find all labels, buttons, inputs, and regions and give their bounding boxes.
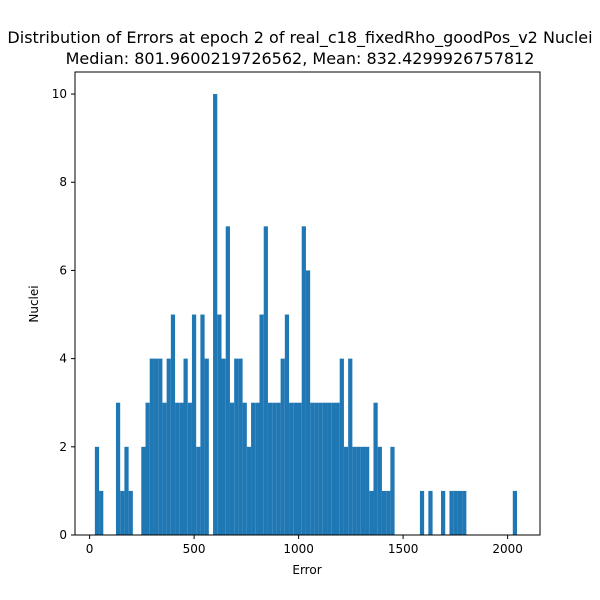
histogram-bar bbox=[153, 358, 159, 535]
histogram-bar bbox=[183, 358, 188, 535]
histogram-bar bbox=[141, 446, 146, 535]
x-tick-label: 1000 bbox=[283, 542, 314, 556]
x-axis-label: Error bbox=[292, 563, 321, 577]
histogram-bar bbox=[356, 446, 361, 535]
histogram-bar bbox=[221, 358, 226, 535]
histogram-bar bbox=[301, 226, 306, 536]
histogram-bar bbox=[419, 490, 425, 535]
x-tick-label: 500 bbox=[183, 542, 206, 556]
histogram-bar bbox=[343, 446, 349, 535]
histogram-bar bbox=[381, 490, 387, 535]
histogram-bar bbox=[246, 446, 252, 535]
histogram-bar bbox=[191, 314, 197, 535]
histogram-bar bbox=[255, 402, 260, 535]
histogram-bar bbox=[289, 402, 294, 535]
histogram-bar bbox=[305, 270, 311, 535]
histogram-bar bbox=[115, 402, 121, 535]
histogram-bar bbox=[204, 358, 209, 535]
histogram-bar bbox=[428, 490, 433, 535]
histogram-bar bbox=[175, 402, 180, 535]
histogram-bar bbox=[272, 402, 277, 535]
chart-title: Distribution of Errors at epoch 2 of rea… bbox=[7, 28, 592, 48]
histogram-bar bbox=[263, 226, 268, 536]
x-tick-label: 0 bbox=[86, 542, 94, 556]
histogram-bar bbox=[348, 358, 353, 535]
histogram-bar bbox=[238, 358, 243, 535]
histogram-bar bbox=[124, 446, 129, 535]
y-tick-label: 2 bbox=[59, 440, 67, 454]
histogram-bar bbox=[335, 402, 340, 535]
histogram-bar bbox=[365, 446, 370, 535]
histogram-bar bbox=[94, 446, 100, 535]
y-tick-label: 10 bbox=[52, 87, 67, 101]
histogram-bar bbox=[293, 402, 298, 535]
histogram-bar bbox=[187, 402, 192, 535]
histogram-bar bbox=[259, 314, 264, 535]
histogram-bar bbox=[360, 446, 366, 535]
histogram-bar bbox=[318, 402, 323, 535]
histogram-bar bbox=[276, 402, 281, 535]
histogram-bar bbox=[158, 358, 163, 535]
histogram-bar bbox=[373, 402, 378, 535]
histogram-bar bbox=[280, 358, 285, 535]
histogram-bar bbox=[145, 402, 150, 535]
histogram-bar bbox=[99, 490, 104, 535]
histogram-bar bbox=[242, 402, 247, 535]
histogram-bar bbox=[377, 446, 382, 535]
chart-subtitle: Median: 801.9600219726562, Mean: 832.429… bbox=[66, 49, 535, 68]
histogram-bar bbox=[462, 490, 467, 535]
y-tick-label: 6 bbox=[59, 263, 67, 277]
histogram-bar bbox=[196, 446, 201, 535]
histogram-bar bbox=[512, 490, 518, 535]
y-tick-label: 4 bbox=[59, 352, 67, 366]
histogram-bar bbox=[251, 402, 256, 535]
histogram-bar bbox=[234, 358, 239, 535]
histogram-bar bbox=[327, 402, 332, 535]
histogram-bar bbox=[369, 490, 374, 535]
histogram-bar bbox=[457, 490, 463, 535]
histogram-bar bbox=[284, 314, 290, 535]
histogram-bar bbox=[331, 402, 336, 535]
histogram-bar bbox=[179, 402, 184, 535]
histogram-bars bbox=[94, 94, 518, 536]
histogram-bar bbox=[339, 358, 344, 535]
y-tick-label: 0 bbox=[59, 528, 67, 542]
histogram-bar bbox=[322, 402, 328, 535]
histogram-bar bbox=[441, 490, 446, 535]
histogram-bar bbox=[213, 94, 218, 536]
histogram-bar bbox=[162, 402, 167, 535]
histogram-bar bbox=[128, 490, 133, 535]
x-tick-label: 2000 bbox=[492, 542, 523, 556]
x-axis-ticks: 0 500 1000 1500 2000 bbox=[86, 535, 523, 556]
histogram-bar bbox=[120, 490, 125, 535]
histogram-bar bbox=[217, 314, 222, 535]
histogram-bar bbox=[314, 402, 319, 535]
histogram-bar bbox=[166, 358, 171, 535]
histogram-bar bbox=[390, 446, 395, 535]
y-tick-label: 8 bbox=[59, 175, 67, 189]
x-tick-label: 1500 bbox=[388, 542, 419, 556]
histogram-bar bbox=[225, 226, 230, 536]
histogram-bar bbox=[297, 402, 302, 535]
histogram-bar bbox=[310, 402, 315, 535]
histogram-bar bbox=[267, 402, 273, 535]
histogram-bar bbox=[229, 402, 235, 535]
histogram-bar bbox=[149, 358, 154, 535]
plot-frame bbox=[74, 71, 541, 536]
y-axis-ticks: 0 2 4 6 8 10 bbox=[52, 87, 75, 542]
histogram-bar bbox=[170, 314, 176, 535]
histogram-bar bbox=[449, 490, 454, 535]
histogram-bar bbox=[200, 314, 205, 535]
histogram-bar bbox=[352, 446, 357, 535]
histogram-bar bbox=[453, 490, 458, 535]
histogram-bar bbox=[386, 490, 391, 535]
y-axis-label: Nuclei bbox=[27, 285, 41, 322]
